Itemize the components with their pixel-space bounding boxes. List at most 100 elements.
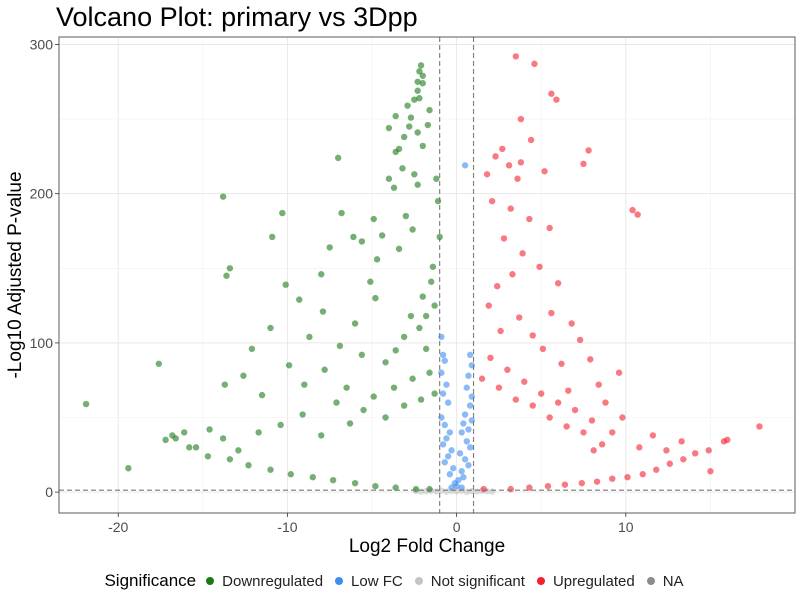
legend-item: Low FC bbox=[335, 573, 403, 590]
data-point bbox=[424, 121, 432, 129]
data-point bbox=[319, 308, 327, 315]
legend-item: Downregulated bbox=[206, 573, 323, 590]
data-point bbox=[458, 468, 465, 475]
data-point bbox=[448, 484, 455, 491]
data-point bbox=[422, 312, 430, 320]
data-point bbox=[404, 102, 411, 109]
data-point bbox=[155, 360, 163, 367]
data-point bbox=[439, 390, 447, 397]
data-point bbox=[395, 245, 403, 253]
data-point bbox=[385, 124, 393, 132]
data-point bbox=[223, 272, 230, 279]
data-point bbox=[465, 462, 472, 469]
data-point bbox=[678, 438, 685, 445]
series-upregulated bbox=[478, 53, 763, 493]
data-point bbox=[245, 462, 252, 469]
data-point bbox=[267, 324, 274, 332]
data-point bbox=[465, 426, 472, 433]
data-point bbox=[453, 482, 460, 490]
data-point bbox=[431, 302, 438, 309]
data-point bbox=[595, 381, 602, 388]
data-point bbox=[548, 90, 555, 97]
data-point bbox=[125, 465, 132, 472]
data-point bbox=[517, 159, 525, 166]
data-point bbox=[321, 366, 328, 373]
data-point bbox=[580, 429, 587, 436]
data-point bbox=[455, 476, 462, 484]
data-point bbox=[634, 211, 641, 218]
data-point bbox=[548, 309, 555, 317]
data-point bbox=[411, 171, 418, 178]
data-point bbox=[598, 441, 606, 448]
data-point bbox=[382, 414, 389, 421]
data-point bbox=[554, 280, 562, 287]
data-point bbox=[541, 168, 548, 175]
data-point bbox=[439, 351, 447, 359]
data-point bbox=[531, 60, 538, 68]
data-point bbox=[186, 444, 193, 451]
data-point bbox=[488, 197, 496, 205]
data-point bbox=[219, 435, 227, 442]
threshold-lines bbox=[59, 37, 795, 513]
data-point bbox=[414, 181, 421, 188]
data-point bbox=[619, 414, 626, 421]
data-point bbox=[248, 345, 256, 353]
data-point bbox=[441, 421, 448, 429]
data-point bbox=[571, 406, 579, 414]
data-point bbox=[367, 278, 374, 285]
data-point bbox=[463, 438, 470, 445]
data-point bbox=[338, 209, 345, 217]
data-point bbox=[526, 484, 533, 491]
data-point bbox=[707, 468, 714, 475]
data-point bbox=[372, 294, 379, 302]
data-point bbox=[334, 154, 342, 162]
data-point bbox=[412, 485, 420, 493]
data-point bbox=[414, 129, 421, 136]
data-point bbox=[431, 390, 438, 397]
data-point bbox=[529, 402, 536, 409]
legend-item: Upregulated bbox=[536, 573, 635, 590]
data-point bbox=[370, 215, 377, 223]
data-point bbox=[458, 484, 465, 491]
data-point bbox=[400, 133, 408, 141]
data-point bbox=[390, 384, 398, 391]
legend: Significance Downregulated Low FC Not sign… bbox=[0, 568, 800, 594]
legend-swatch-icon bbox=[206, 577, 215, 585]
data-point bbox=[358, 238, 366, 245]
data-point bbox=[329, 476, 337, 484]
data-point bbox=[192, 444, 200, 451]
data-point bbox=[593, 478, 601, 485]
data-point bbox=[487, 354, 494, 362]
data-point bbox=[529, 332, 536, 339]
data-point bbox=[441, 357, 448, 364]
data-point bbox=[204, 453, 212, 460]
data-point bbox=[580, 160, 587, 168]
data-point bbox=[465, 372, 472, 379]
data-point bbox=[488, 488, 496, 495]
data-point bbox=[526, 215, 533, 223]
x-tick-label: -10 bbox=[277, 519, 297, 535]
data-point bbox=[407, 312, 415, 320]
data-point bbox=[636, 444, 643, 451]
data-point bbox=[554, 399, 562, 406]
data-point bbox=[587, 356, 594, 363]
data-point bbox=[495, 384, 503, 391]
data-point bbox=[466, 351, 474, 359]
data-point bbox=[680, 456, 687, 463]
legend-label: Downregulated bbox=[222, 572, 324, 590]
data-point bbox=[492, 153, 499, 160]
data-point bbox=[268, 233, 276, 241]
data-point bbox=[456, 450, 464, 457]
data-point bbox=[649, 432, 657, 439]
data-point bbox=[448, 447, 455, 454]
data-point bbox=[691, 450, 699, 457]
data-point bbox=[497, 327, 504, 335]
data-point bbox=[226, 265, 234, 272]
data-point bbox=[507, 485, 514, 493]
data-point bbox=[512, 53, 520, 60]
data-point bbox=[558, 360, 565, 367]
data-point bbox=[441, 459, 448, 466]
data-point bbox=[392, 112, 399, 120]
data-point bbox=[82, 400, 90, 408]
